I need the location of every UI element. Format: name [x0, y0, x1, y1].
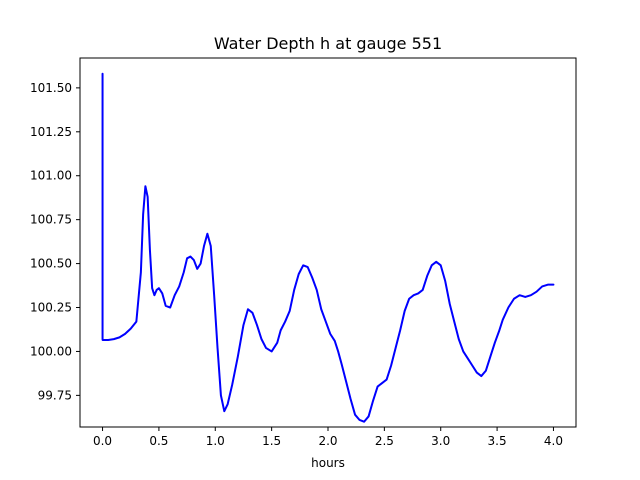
y-tick-label: 101.00 — [30, 169, 72, 183]
chart-title: Water Depth h at gauge 551 — [214, 34, 442, 53]
x-tick-label: 0.0 — [93, 434, 112, 448]
series-line — [101, 72, 555, 423]
x-tick-label: 1.5 — [262, 434, 281, 448]
y-tick-label: 100.50 — [30, 257, 72, 271]
y-tick-label: 101.50 — [30, 81, 72, 95]
y-tick-label: 100.00 — [30, 344, 72, 358]
x-tick-label: 0.5 — [149, 434, 168, 448]
x-tick-label: 1.0 — [206, 434, 225, 448]
x-tick-label: 3.0 — [431, 434, 450, 448]
y-tick-label: 100.25 — [30, 301, 72, 315]
x-axis: 0.0 0.5 1.0 1.5 2.0 2.5 3.0 3.5 4.0 — [93, 427, 563, 448]
x-tick-label: 2.0 — [318, 434, 337, 448]
x-tick-label: 3.5 — [488, 434, 507, 448]
y-axis: 99.75 100.00 100.25 100.50 100.75 101.00 101.2… — [30, 81, 80, 402]
x-tick-label: 2.5 — [375, 434, 394, 448]
x-tick-label: 4.0 — [544, 434, 563, 448]
x-axis-label: hours — [311, 456, 345, 470]
y-tick-label: 100.75 — [30, 213, 72, 227]
y-tick-label: 101.25 — [30, 125, 72, 139]
y-tick-label: 99.75 — [38, 388, 72, 402]
